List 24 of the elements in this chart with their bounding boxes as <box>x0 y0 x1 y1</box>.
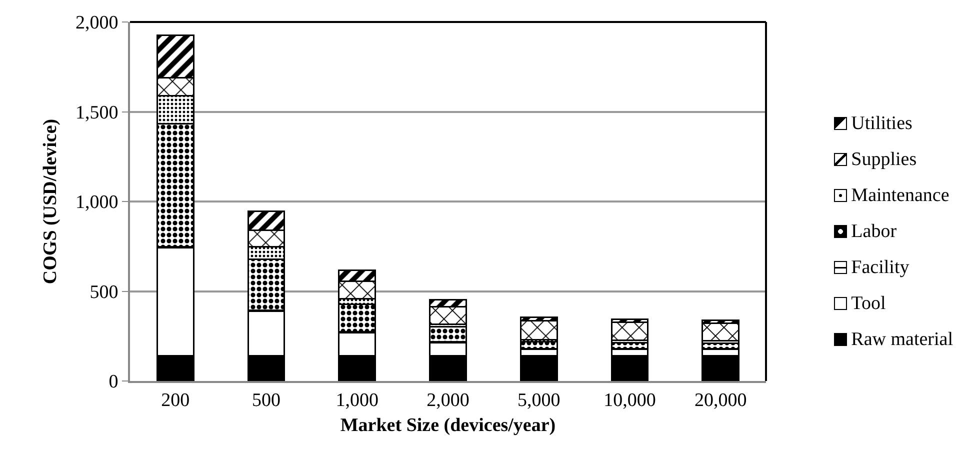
y-tick-label: 500 <box>90 282 118 303</box>
bar <box>702 322 740 342</box>
legend-label: Tool <box>851 292 886 314</box>
legend-label: Labor <box>851 220 897 242</box>
legend-label: Raw material <box>851 328 953 350</box>
y-tick-label: 1,000 <box>75 192 118 214</box>
x-axis-title: Market Size (devices/year) <box>340 415 556 436</box>
x-tick-label: 200 <box>161 390 190 411</box>
x-tick-label: 1,000 <box>336 390 379 411</box>
legend-label: Utilities <box>851 112 912 134</box>
x-tick-label: 2,000 <box>426 390 470 411</box>
x-tick-label: 20,000 <box>694 390 747 411</box>
bar <box>610 322 649 341</box>
y-tick-label: 2,000 <box>75 12 118 34</box>
y-axis-title: COGS (USD/device) <box>40 118 61 284</box>
y-tick-label: 0 <box>108 372 118 393</box>
legend-label: Supplies <box>851 148 917 170</box>
legend-label: Facility <box>851 256 910 278</box>
x-tick-label: 5,000 <box>517 390 560 411</box>
bar <box>520 320 558 341</box>
x-tick-label: 500 <box>252 390 281 411</box>
x-tick-label: 10,000 <box>604 390 656 411</box>
y-tick-label: 1,500 <box>75 102 118 124</box>
legend-label: Maintenance <box>851 184 950 206</box>
